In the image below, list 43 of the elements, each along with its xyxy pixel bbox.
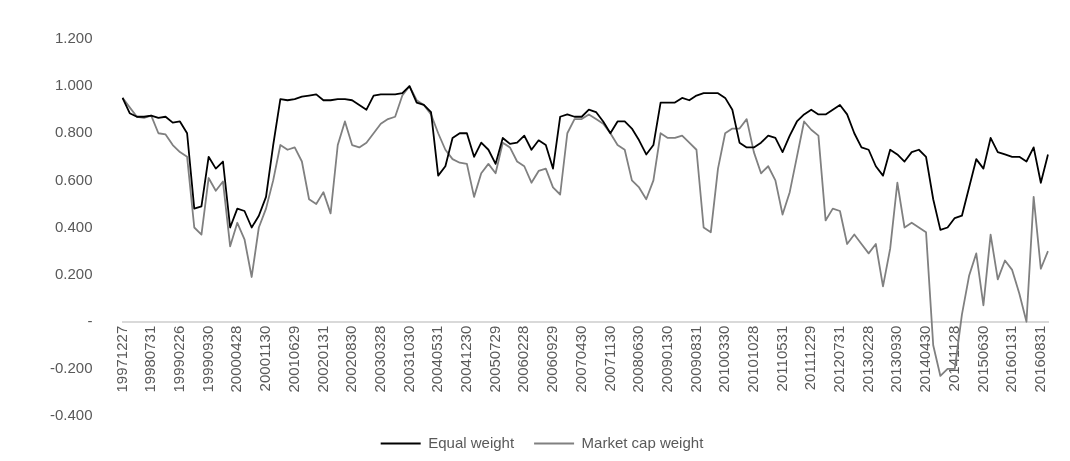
y-tick-label: -0.200 (49, 359, 93, 377)
y-tick-label: 0.400 (54, 217, 93, 235)
x-tick-label: 20130228 (858, 325, 876, 393)
x-tick-label: 20130930 (887, 325, 905, 393)
x-tick-label: 20000428 (227, 325, 245, 393)
x-tick-label: 20010629 (284, 325, 302, 393)
y-tick-label: -0.400 (49, 406, 93, 424)
x-tick-label: 20060929 (543, 325, 561, 393)
y-tick-label: 1.200 (54, 29, 93, 47)
x-tick-label: 20150630 (973, 325, 991, 393)
x-tick-label: 19990930 (198, 325, 216, 393)
x-tick-label: 20070430 (571, 325, 589, 393)
x-tick-label: 20060228 (514, 325, 532, 393)
x-tick-label: 20090130 (657, 325, 675, 393)
x-tick-label: 20080630 (629, 325, 647, 393)
x-tick-label: 20030328 (370, 325, 388, 393)
x-tick-label: 20041230 (457, 325, 475, 393)
y-tick-label: 0.600 (54, 170, 93, 188)
x-tick-label: 19971227 (112, 325, 130, 393)
x-tick-label: 20160831 (1030, 325, 1048, 393)
x-tick-label: 20110531 (772, 325, 790, 392)
y-tick-label: - (87, 311, 93, 329)
x-tick-label: 20040531 (428, 325, 446, 393)
x-tick-label: 20100330 (715, 325, 733, 393)
x-tick-label: 20020830 (342, 325, 360, 393)
x-tick-label: 20101028 (744, 325, 761, 393)
x-tick-label: 20111229 (801, 325, 819, 391)
legend-label: Equal weight (428, 433, 515, 451)
x-tick-label: 19980731 (141, 325, 159, 393)
x-tick-label: 20090831 (686, 325, 704, 393)
x-tick-label: 20031030 (399, 325, 417, 393)
x-tick-label: 20120731 (830, 325, 848, 393)
x-tick-label: 19990226 (170, 325, 188, 393)
x-tick-label: 20001130 (256, 325, 274, 392)
x-tick-label: 20020131 (313, 325, 331, 393)
legend-label: Market cap weight (581, 433, 705, 451)
x-tick-label: 20071130 (600, 325, 618, 392)
y-tick-label: 0.200 (54, 264, 93, 282)
y-tick-label: 1.000 (54, 76, 93, 94)
x-tick-label: 20140430 (916, 325, 934, 393)
x-tick-label: 20160131 (1002, 325, 1020, 393)
x-tick-label: 20050729 (485, 325, 503, 393)
y-tick-label: 0.800 (54, 123, 93, 141)
